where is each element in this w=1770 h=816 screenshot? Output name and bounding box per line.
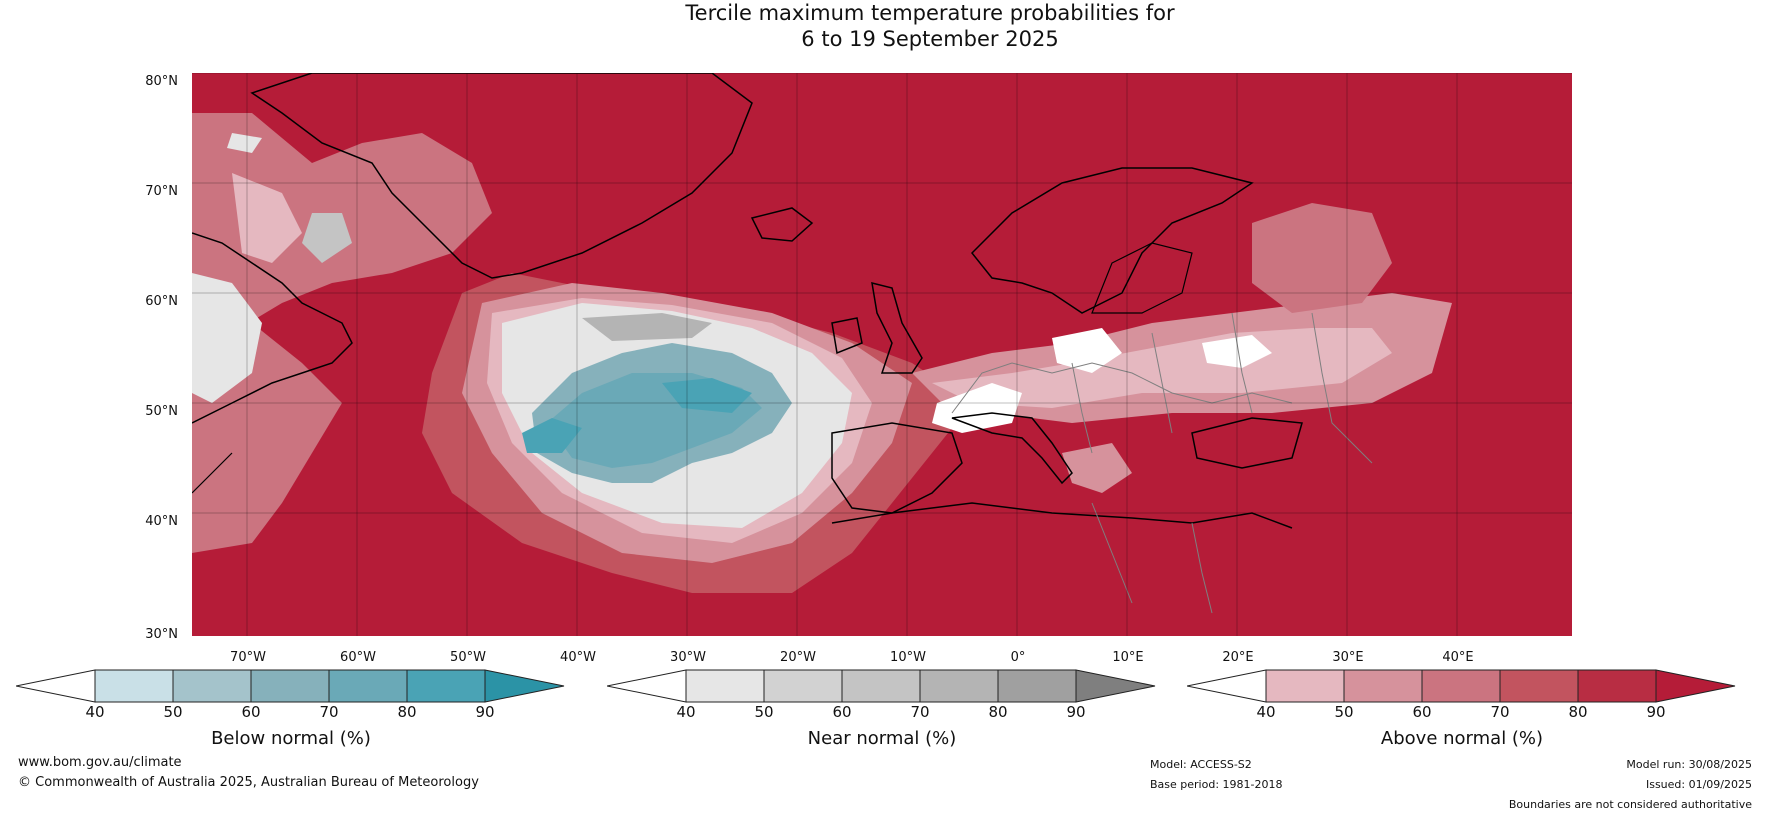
- near-swatch-6: [1075, 669, 1156, 703]
- above-swatch-6: [1655, 669, 1736, 703]
- near-normal-label: Near normal (%): [807, 728, 957, 749]
- model-name: Model: ACCESS-S2: [1150, 758, 1252, 771]
- below-swatch-1: [94, 669, 174, 703]
- near-swatch-3: [841, 669, 921, 703]
- near-tick-90: 90: [1066, 703, 1086, 721]
- below-tick-40: 40: [85, 703, 105, 721]
- above-tick-40: 40: [1256, 703, 1276, 721]
- above-tick-60: 60: [1412, 703, 1432, 721]
- near-tick-70: 70: [910, 703, 930, 721]
- lon-label-50w: 50°W: [450, 650, 486, 665]
- lon-label-20w: 20°W: [780, 650, 816, 665]
- lat-label-50n: 50°N: [145, 404, 178, 419]
- near-tick-80: 80: [988, 703, 1008, 721]
- title-line-2: 6 to 19 September 2025: [801, 27, 1059, 51]
- lon-label-60w: 60°W: [340, 650, 376, 665]
- probability-map: [192, 73, 1572, 636]
- lat-label-40n: 40°N: [145, 514, 178, 529]
- website-link[interactable]: www.bom.gov.au/climate: [18, 755, 182, 770]
- map-canvas: [192, 73, 1572, 636]
- above-swatch-0: [1186, 669, 1267, 703]
- lon-label-0: 0°: [1010, 650, 1026, 665]
- near-swatch-0: [606, 669, 687, 703]
- below-tick-50: 50: [163, 703, 183, 721]
- below-tick-70: 70: [319, 703, 339, 721]
- lon-label-70w: 70°W: [230, 650, 266, 665]
- lon-label-40w: 40°W: [560, 650, 596, 665]
- above-swatch-4: [1499, 669, 1579, 703]
- above-swatch-2: [1343, 669, 1423, 703]
- boundaries-disclaimer: Boundaries are not considered authoritat…: [1508, 798, 1752, 811]
- above-tick-50: 50: [1334, 703, 1354, 721]
- near-tick-50: 50: [754, 703, 774, 721]
- below-swatch-4: [328, 669, 408, 703]
- model-run: Model run: 30/08/2025: [1626, 758, 1752, 771]
- below-normal-label: Below normal (%): [211, 728, 371, 749]
- near-swatch-5: [997, 669, 1077, 703]
- chart-title: Tercile maximum temperature probabilitie…: [0, 0, 1770, 52]
- near-tick-60: 60: [832, 703, 852, 721]
- near-swatch-2: [763, 669, 843, 703]
- below-tick-80: 80: [397, 703, 417, 721]
- below-tick-90: 90: [475, 703, 495, 721]
- colorbar-below-normal: 40 50 60 70 80 90 Below normal (%): [15, 668, 566, 758]
- colorbar-near-swatches: [606, 669, 1156, 703]
- issued-date: Issued: 01/09/2025: [1645, 778, 1752, 791]
- above-normal-label: Above normal (%): [1380, 728, 1544, 749]
- lon-label-30w: 30°W: [670, 650, 706, 665]
- colorbar-above-swatches: [1186, 669, 1736, 703]
- title-line-1: Tercile maximum temperature probabilitie…: [685, 1, 1175, 25]
- near-tick-40: 40: [676, 703, 696, 721]
- near-swatch-1: [685, 669, 765, 703]
- colorbar-above-normal: 40 50 60 70 80 90 Above normal (%): [1186, 668, 1737, 758]
- below-swatch-2: [172, 669, 252, 703]
- copyright-text: © Commonwealth of Australia 2025, Austra…: [18, 775, 479, 790]
- lat-label-80n: 80°N: [145, 74, 178, 89]
- above-swatch-1: [1265, 669, 1345, 703]
- lon-label-10e: 10°E: [1112, 650, 1144, 665]
- colorbar-near-normal: 40 50 60 70 80 90 Near normal (%): [606, 668, 1157, 758]
- above-swatch-3: [1421, 669, 1501, 703]
- lon-label-30e: 30°E: [1332, 650, 1364, 665]
- lat-label-60n: 60°N: [145, 294, 178, 309]
- above-tick-80: 80: [1568, 703, 1588, 721]
- lat-label-30n: 30°N: [145, 627, 178, 642]
- base-period: Base period: 1981-2018: [1150, 778, 1283, 791]
- below-swatch-5: [406, 669, 486, 703]
- below-swatch-0: [15, 669, 96, 703]
- near-swatch-4: [919, 669, 999, 703]
- lat-label-70n: 70°N: [145, 184, 178, 199]
- colorbar-below-swatches: [15, 669, 565, 703]
- lon-label-20e: 20°E: [1222, 650, 1254, 665]
- below-swatch-3: [250, 669, 330, 703]
- below-swatch-6: [484, 669, 565, 703]
- below-tick-60: 60: [241, 703, 261, 721]
- above-tick-90: 90: [1646, 703, 1666, 721]
- above-tick-70: 70: [1490, 703, 1510, 721]
- lon-label-40e: 40°E: [1442, 650, 1474, 665]
- lon-label-10w: 10°W: [890, 650, 926, 665]
- above-swatch-5: [1577, 669, 1657, 703]
